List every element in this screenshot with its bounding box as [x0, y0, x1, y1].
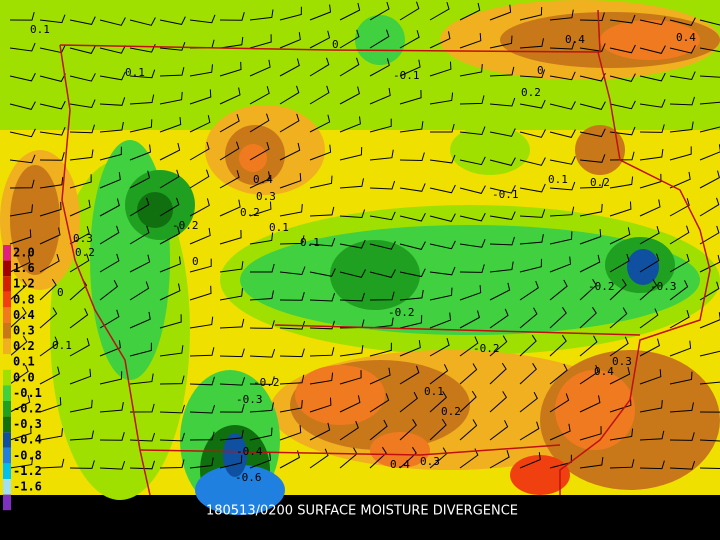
legend-label: 1.2: [13, 277, 35, 291]
contour-label: -0.2: [388, 306, 415, 319]
contour-label: -0.4: [236, 445, 263, 458]
legend-swatch: [3, 432, 11, 448]
legend-label: 0.8: [13, 292, 35, 306]
contour-label: 0: [192, 255, 199, 268]
legend-swatch: [3, 338, 11, 355]
contour-label: -0.2: [473, 342, 500, 355]
contour-label: -0.2: [588, 280, 615, 293]
legend-swatch: [3, 354, 11, 370]
contour-label: 0.3: [612, 355, 632, 368]
contour-label: 0: [537, 64, 544, 77]
legend-label: -1.2: [13, 464, 42, 478]
legend-swatch: [3, 307, 11, 323]
contour-label: 0.2: [441, 405, 461, 418]
contour-label: 0.1: [52, 339, 72, 352]
contour-label: 0: [57, 286, 64, 299]
contour-label: 0.4: [390, 458, 410, 471]
contour-label: 0.2: [75, 246, 95, 259]
contour-label: 0.3: [256, 190, 276, 203]
contour-label: 0.4: [565, 33, 585, 46]
contour-label: 0.1: [30, 23, 50, 36]
barb-path: [9, 1, 720, 470]
contour-label: -0.3: [650, 280, 677, 293]
color-scale: 2.01.6 1.20.8 0.4 0.30.2 0.10.0 -0.1 -0.2-0.3 -…: [3, 245, 42, 511]
legend-swatch: [3, 260, 11, 277]
legend-label: -0.1: [13, 386, 42, 400]
contour-label: -0.6: [235, 471, 262, 484]
legend-label: 2.0: [13, 246, 35, 260]
contour-label: -0.2: [253, 376, 280, 389]
legend-label: -0.8: [13, 448, 42, 462]
legend-swatch: [3, 323, 11, 339]
legend-swatch: [3, 369, 11, 386]
legend-label: -0.3: [13, 417, 42, 431]
legend-swatch: [3, 245, 11, 261]
legend-label: -0.4: [13, 433, 42, 447]
legend-swatch: [3, 401, 11, 417]
legend-swatch: [3, 494, 11, 511]
legend-label: 0.0: [13, 370, 35, 384]
contour-label: 0.3: [73, 232, 93, 245]
legend-swatch: [3, 447, 11, 464]
contour-label: -0.3: [236, 393, 263, 406]
contour-label: 0.1: [125, 66, 145, 79]
legend-label: -2.0: [13, 495, 42, 509]
contour-label: 0.2: [240, 206, 260, 219]
contour-label: 0.3: [420, 455, 440, 468]
contour-labels: 0.100.1 -0.10.40.40.200.40.30.20.1-0.20.1…: [30, 23, 696, 484]
contour-label: 0.1: [269, 221, 289, 234]
field: [0, 0, 720, 515]
legend-swatch: [3, 416, 11, 433]
contour-label: 0.2: [590, 176, 610, 189]
contour-label: 0: [332, 38, 339, 51]
contour-label: 0.4: [594, 365, 614, 378]
legend-swatch: [3, 385, 11, 401]
legend-swatch: [3, 479, 11, 495]
legend-label: 0.2: [13, 339, 35, 353]
legend-swatch: [3, 291, 11, 308]
contour-label: -0.1: [492, 188, 519, 201]
contour-label: 0.1: [424, 385, 444, 398]
contour-label: 0.1: [548, 173, 568, 186]
contour-label: -0.2: [172, 219, 199, 232]
legend-label: 0.1: [13, 355, 35, 369]
legend-label: -0.2: [13, 402, 42, 416]
legend-label: 1.6: [13, 261, 35, 275]
legend-label: 0.4: [13, 308, 35, 322]
contour-label: 0.1: [300, 236, 320, 249]
contour-label: 0.2: [521, 86, 541, 99]
legend-label: -1.6: [13, 480, 42, 494]
legend-swatch: [3, 463, 11, 479]
state-borders: [59, 9, 711, 496]
map-title: 180513/0200 SURFACE MOISTURE DIVERGENCE: [206, 504, 518, 519]
contour-label: 0.4: [676, 31, 696, 44]
wind-barbs: [9, 1, 720, 470]
legend-label: 0.3: [13, 324, 35, 338]
contour-label: 0.4: [253, 173, 273, 186]
legend-swatch: [3, 276, 11, 292]
contour-label: -0.1: [393, 69, 420, 82]
